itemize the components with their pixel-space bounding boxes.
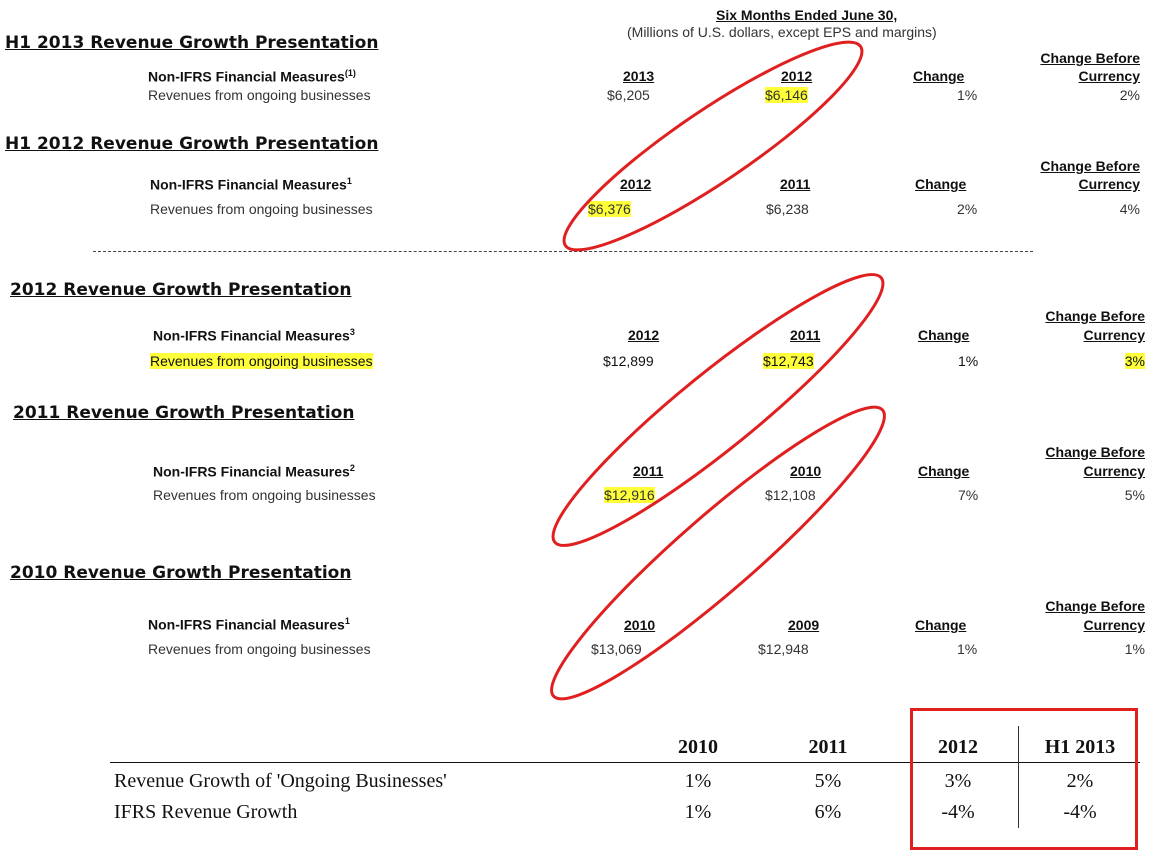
col-header-change: Change: [915, 617, 967, 633]
value-1: $6,205: [607, 87, 650, 103]
section-title: H1 2012 Revenue Growth Presentation: [5, 134, 379, 154]
value-2: $12,948: [758, 641, 809, 657]
summary-cell: -4%: [1063, 801, 1097, 823]
value-2: $12,108: [765, 487, 816, 503]
value-cbc: 4%: [1119, 201, 1140, 217]
col-header-1: 2012: [628, 327, 660, 343]
summary-col-header: 2010: [678, 736, 718, 758]
summary-cell: 6%: [814, 801, 842, 823]
col-header-cbc-line1: Change Before: [1045, 598, 1145, 614]
row-label: Revenues from ongoing businesses: [153, 487, 376, 503]
col-header-cbc-line1: Change Before: [1040, 158, 1140, 174]
period-header: Six Months Ended June 30,: [716, 7, 898, 23]
col-header-1: 2012: [620, 176, 652, 192]
summary-cell: 3%: [944, 770, 972, 792]
dashed-divider: [93, 251, 1033, 252]
value-change: 7%: [958, 487, 979, 503]
col-header-1: 2010: [624, 617, 656, 633]
section-title: 2012 Revenue Growth Presentation: [10, 280, 352, 300]
col-header-2: 2012: [781, 68, 813, 84]
measure-label: Non-IFRS Financial Measures1: [150, 176, 352, 193]
annotation-oval-3: [550, 405, 886, 701]
col-header-cbc-line2: Currency: [1078, 68, 1140, 84]
col-header-1: 2011: [633, 463, 664, 479]
value-2-highlighted: $6,146: [765, 87, 808, 103]
value-1-highlighted: $6,376: [588, 201, 631, 217]
summary-cell: -4%: [941, 801, 975, 823]
value-1: $13,069: [591, 641, 642, 657]
value-cbc: 2%: [1119, 87, 1140, 103]
section-title: 2011 Revenue Growth Presentation: [13, 403, 355, 423]
value-change: 2%: [957, 201, 978, 217]
value-change: 1%: [957, 641, 978, 657]
value-1-highlighted: $12,916: [604, 487, 655, 503]
col-header-2: 2010: [790, 463, 822, 479]
col-header-cbc-line2: Currency: [1083, 327, 1145, 343]
col-header-2: 2009: [788, 617, 820, 633]
summary-header-rule: [110, 762, 1140, 763]
col-header-change: Change: [913, 68, 965, 84]
row-label: Revenues from ongoing businesses: [148, 641, 371, 657]
summary-cell: 2%: [1066, 770, 1094, 792]
summary-cell: 1%: [684, 801, 712, 823]
annotation-oval-2: [551, 273, 885, 547]
col-header-cbc-line2: Currency: [1083, 463, 1145, 479]
value-cbc: 1%: [1124, 641, 1145, 657]
col-header-2: 2011: [780, 176, 811, 192]
col-header-cbc-line2: Currency: [1078, 176, 1140, 192]
summary-col-header: 2011: [808, 736, 848, 758]
row-label: Revenues from ongoing businesses: [148, 87, 371, 103]
measure-label: Non-IFRS Financial Measures(1): [148, 68, 356, 85]
value-change: 1%: [957, 87, 978, 103]
annotation-oval-1: [562, 40, 864, 252]
col-header-change: Change: [915, 176, 967, 192]
summary-cell: 5%: [814, 770, 842, 792]
value-cbc-highlighted: 3%: [1124, 353, 1145, 369]
summary-row-label: Revenue Growth of 'Ongoing Businesses': [114, 770, 447, 792]
col-header-cbc-line1: Change Before: [1045, 308, 1145, 324]
col-header-1: 2013: [623, 68, 655, 84]
col-header-2: 2011: [790, 327, 821, 343]
units-note: (Millions of U.S. dollars, except EPS an…: [627, 24, 937, 40]
col-header-cbc-line1: Change Before: [1045, 444, 1145, 460]
section-title: 2010 Revenue Growth Presentation: [10, 563, 352, 583]
value-change: 1%: [958, 353, 979, 369]
col-header-change: Change: [918, 327, 970, 343]
summary-col-header: 2012: [938, 736, 978, 758]
annotation-box: [910, 708, 1138, 850]
col-header-change: Change: [918, 463, 970, 479]
row-label: Revenues from ongoing businesses: [150, 201, 373, 217]
measure-label: Non-IFRS Financial Measures1: [148, 616, 350, 633]
value-2-highlighted: $12,743: [763, 353, 814, 369]
value-cbc: 5%: [1124, 487, 1145, 503]
section-title: H1 2013 Revenue Growth Presentation: [5, 33, 379, 53]
col-header-cbc-line1: Change Before: [1040, 50, 1140, 66]
row-label-highlighted: Revenues from ongoing businesses: [150, 353, 373, 369]
measure-label: Non-IFRS Financial Measures3: [153, 327, 355, 344]
value-2: $6,238: [766, 201, 809, 217]
measure-label: Non-IFRS Financial Measures2: [153, 463, 355, 480]
col-header-cbc-line2: Currency: [1083, 617, 1145, 633]
summary-column-divider: [1018, 726, 1019, 828]
value-1: $12,899: [603, 353, 654, 369]
summary-row-label: IFRS Revenue Growth: [114, 801, 298, 823]
summary-cell: 1%: [684, 770, 712, 792]
summary-col-header: H1 2013: [1044, 736, 1116, 758]
